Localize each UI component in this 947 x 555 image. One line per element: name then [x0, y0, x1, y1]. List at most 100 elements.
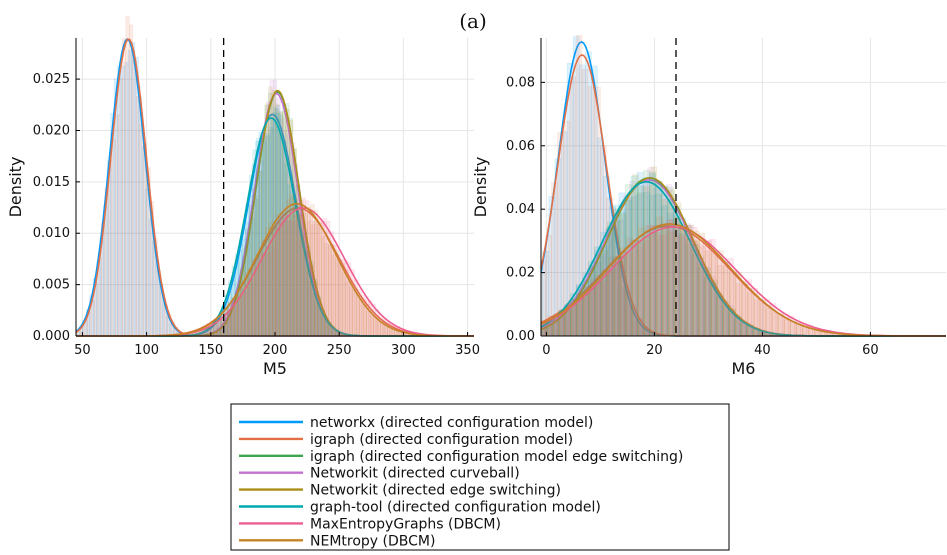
histogram-bar [90, 300, 95, 337]
legend-box [230, 403, 730, 551]
histogram-bar [310, 204, 315, 337]
histogram-bar [369, 315, 374, 337]
x-tick-label: 40 [754, 343, 771, 358]
legend-label: Networkit (directed edge switching) [310, 483, 561, 499]
histogram-bar [345, 281, 350, 337]
histogram-bar [759, 299, 767, 337]
histogram-bar [729, 272, 736, 337]
histogram-bar [589, 288, 596, 337]
x-tick-label: 0 [542, 343, 550, 358]
histogram-bar [331, 244, 336, 337]
histogram-bar [272, 224, 277, 337]
histogram-bar [741, 283, 748, 337]
histogram-bar [303, 213, 308, 337]
x-tick-label: 60 [862, 343, 879, 358]
histogram-bar [233, 297, 238, 337]
histogram-bar [136, 96, 141, 337]
panel-m5: 50 100 150 200 250 300 350 0.000 0.005 0.010 0.015… [6, 15, 480, 378]
histogram-bar [348, 286, 353, 337]
x-tick-label: 350 [455, 343, 480, 358]
histogram-bar [552, 315, 560, 337]
histogram-bar [789, 321, 797, 337]
histogram-bar [279, 221, 284, 337]
legend-label: MaxEntropyGraphs (DBCM) [310, 516, 501, 532]
histogram-bar [300, 215, 305, 337]
histogram-bar [240, 279, 245, 337]
histogram-bar [293, 199, 298, 337]
x-axis-label: M5 [263, 359, 287, 378]
histogram-bar [289, 194, 294, 337]
histogram-bar [359, 297, 364, 337]
histogram-bar [122, 38, 127, 337]
x-tick-label: 150 [198, 343, 223, 358]
x-tick-label: 100 [134, 343, 159, 358]
histogram-bar [595, 274, 602, 337]
histogram-bar [125, 15, 130, 337]
histogram-bar [723, 266, 730, 337]
x-tick-label: 250 [327, 343, 352, 358]
histogram-bar [254, 262, 259, 337]
histogram-bar [637, 227, 645, 337]
histogram-bar [765, 308, 773, 337]
histogram-bar [625, 252, 633, 337]
histogram-bar [338, 259, 343, 337]
histogram-bar [373, 317, 378, 337]
histogram-bar [601, 270, 609, 337]
histogram-bar [613, 255, 621, 337]
histogram-bar [644, 236, 651, 337]
histogram-bar [324, 243, 329, 337]
histogram-bar [710, 250, 718, 337]
histogram-bar [571, 303, 578, 337]
histogram-bar [801, 326, 809, 337]
histogram-bar [94, 283, 99, 337]
histogram-bar [142, 143, 147, 337]
histogram-bar [268, 223, 273, 337]
histogram-bar [753, 292, 760, 337]
histogram-bar [317, 223, 322, 337]
histogram-bar [747, 292, 754, 337]
y-tick-label: 0.00 [506, 329, 535, 344]
histogram-bar [247, 268, 252, 337]
histogram-bar [258, 252, 263, 337]
y-tick-label: 0.08 [506, 75, 535, 90]
histogram-bar [286, 198, 291, 337]
histogram-bar [334, 249, 339, 337]
legend-label: networkx (directed configuration model) [310, 415, 593, 431]
histogram-bar [275, 226, 280, 337]
y-tick-label: 0.005 [33, 278, 70, 293]
legend-label: igraph (directed configuration model) [310, 432, 573, 448]
histogram-bar [209, 323, 214, 337]
histogram-bar [704, 250, 712, 337]
y-tick-label: 0.025 [33, 72, 70, 87]
histogram-bar [139, 123, 144, 337]
histogram-bar [320, 235, 325, 337]
y-axis-label: Density [471, 157, 490, 218]
histogram-bar [771, 309, 779, 337]
histogram-bar [129, 24, 134, 337]
histogram-bar [668, 231, 675, 337]
y-tick-label: 0.04 [506, 202, 535, 217]
histogram-bar [565, 308, 572, 337]
histogram-bar [132, 58, 137, 337]
histogram-bar [390, 328, 395, 337]
legend-label: NEMtropy (DBCM) [310, 533, 435, 549]
histogram-bar [206, 325, 211, 337]
histogram-bar [244, 272, 249, 337]
histogram-bar [662, 225, 669, 337]
histogram-bar [686, 238, 694, 337]
histogram-bar [296, 209, 301, 337]
histogram-bar [230, 302, 235, 337]
histogram-bar [366, 310, 371, 337]
histogram-bar [160, 291, 165, 337]
x-tick-label: 200 [263, 343, 288, 358]
y-axis-label: Density [6, 157, 25, 218]
histogram-bar [341, 271, 346, 337]
y-tick-label: 0.000 [33, 329, 70, 344]
histogram-bar [251, 266, 256, 337]
histogram-bar [698, 232, 706, 337]
panel-m6: 0 20 40 60 0.00 0.02 0.04 0.06 0.08 M6 Density [471, 35, 947, 378]
histogram-bar [656, 216, 663, 337]
histogram-bar [237, 288, 242, 337]
histogram-bar [355, 292, 360, 337]
histogram-bar [631, 240, 639, 337]
